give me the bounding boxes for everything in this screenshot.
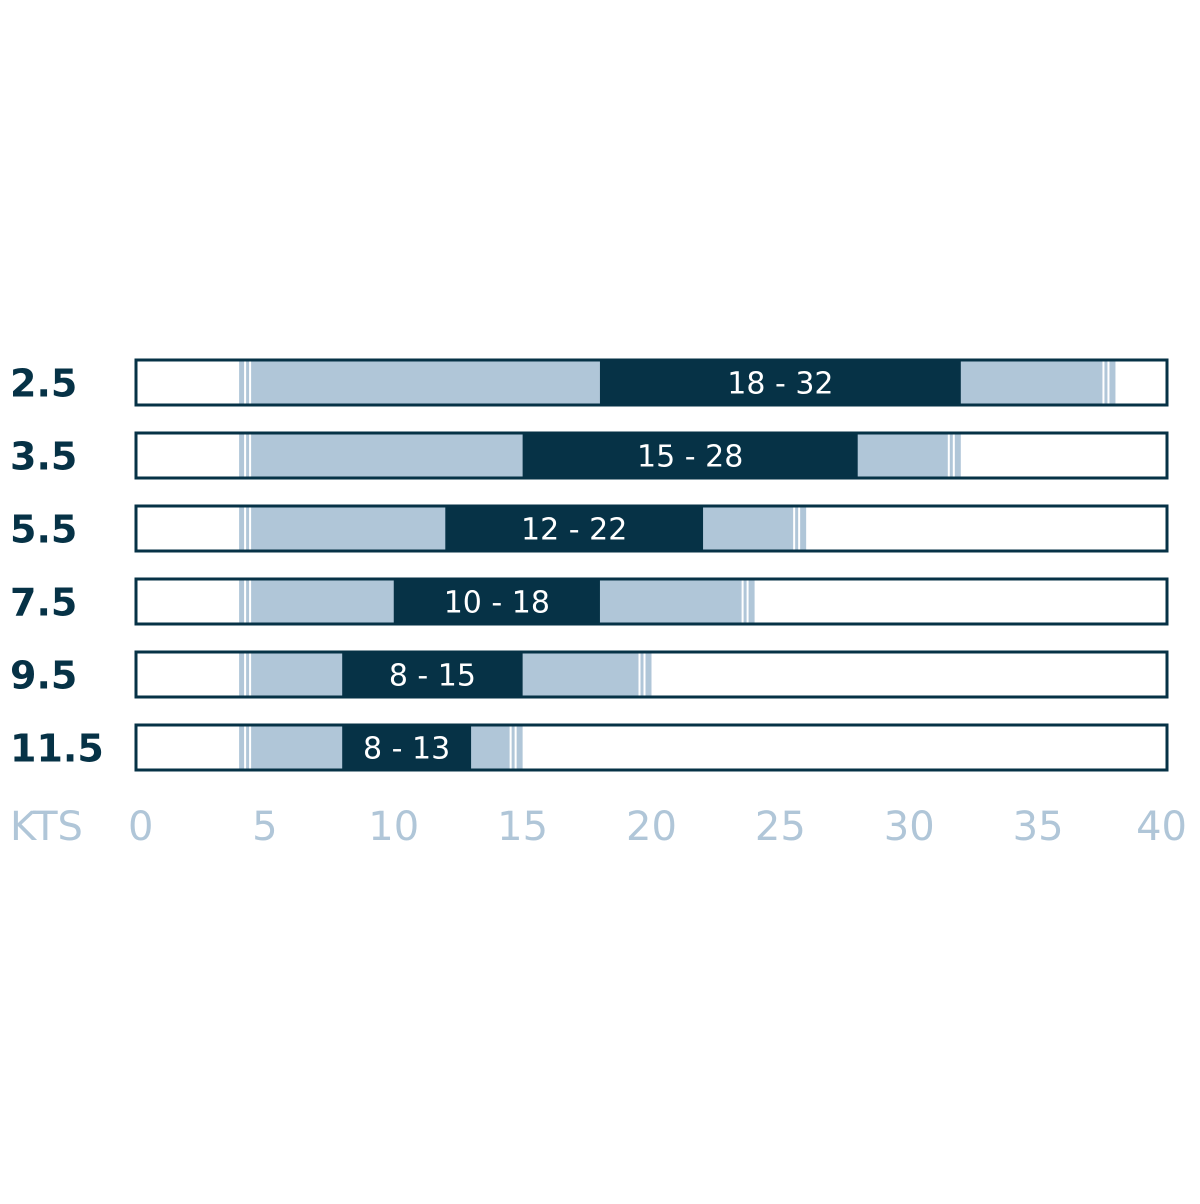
range-edge-stripe bbox=[249, 506, 252, 551]
range-edge-stripe bbox=[249, 360, 252, 405]
range-data-label: 8 - 15 bbox=[389, 659, 476, 694]
x-tick-label: 30 bbox=[884, 804, 935, 850]
x-axis-title: KTS bbox=[10, 804, 83, 850]
range-edge-stripe bbox=[249, 652, 252, 697]
bar-frame bbox=[134, 504, 1169, 553]
range-edge-stripe bbox=[514, 725, 517, 770]
range-edge-stripe bbox=[244, 360, 247, 405]
range-edge-stripe bbox=[643, 652, 646, 697]
range-data-label: 15 - 28 bbox=[637, 440, 743, 475]
range-edge-stripe bbox=[793, 506, 796, 551]
size-label: 5.5 bbox=[10, 508, 77, 552]
x-tick-label: 15 bbox=[497, 804, 548, 850]
range-edge-stripe bbox=[746, 579, 749, 624]
range-edge-stripe bbox=[244, 725, 247, 770]
x-tick-label: 35 bbox=[1013, 804, 1064, 850]
ideal-range-bar bbox=[599, 360, 961, 405]
range-edge-stripe bbox=[249, 433, 252, 478]
range-edge-stripe bbox=[947, 433, 950, 478]
range-edge-stripe bbox=[952, 433, 955, 478]
size-label: 2.5 bbox=[10, 362, 77, 406]
bar-frame bbox=[134, 431, 1169, 480]
x-tick-label: 5 bbox=[252, 804, 277, 850]
range-data-label: 12 - 22 bbox=[521, 513, 627, 548]
range-edge-stripe bbox=[798, 506, 801, 551]
range-edge-stripe bbox=[244, 579, 247, 624]
range-edge-stripe bbox=[244, 433, 247, 478]
ideal-range-bar bbox=[342, 725, 472, 770]
x-tick-label: 10 bbox=[368, 804, 419, 850]
x-tick-label: 0 bbox=[128, 804, 153, 850]
range-edge-stripe bbox=[741, 579, 744, 624]
range-edge-stripe bbox=[249, 725, 252, 770]
ideal-range-bar bbox=[522, 433, 858, 478]
range-data-label: 8 - 13 bbox=[363, 732, 450, 767]
size-label: 3.5 bbox=[10, 435, 77, 479]
range-edge-stripe bbox=[249, 579, 252, 624]
ideal-range-bar bbox=[393, 579, 600, 624]
ideal-range-bar bbox=[342, 652, 523, 697]
range-edge-stripe bbox=[1102, 360, 1105, 405]
range-data-label: 10 - 18 bbox=[444, 586, 550, 621]
range-edge-stripe bbox=[1107, 360, 1110, 405]
bar-frame bbox=[134, 723, 1169, 772]
size-label: 7.5 bbox=[10, 581, 77, 625]
size-label: 11.5 bbox=[10, 727, 104, 771]
bar-frame bbox=[134, 358, 1169, 407]
bar-frame bbox=[134, 577, 1169, 626]
ideal-range-bar bbox=[445, 506, 704, 551]
range-edge-stripe bbox=[509, 725, 512, 770]
range-edge-stripe bbox=[638, 652, 641, 697]
range-edge-stripe bbox=[244, 652, 247, 697]
x-tick-label: 20 bbox=[626, 804, 677, 850]
bar-frame bbox=[134, 650, 1169, 699]
range-data-label: 18 - 32 bbox=[727, 367, 833, 402]
x-tick-label: 40 bbox=[1136, 804, 1187, 850]
range-edge-stripe bbox=[244, 506, 247, 551]
size-label: 9.5 bbox=[10, 654, 77, 698]
x-tick-label: 25 bbox=[755, 804, 806, 850]
